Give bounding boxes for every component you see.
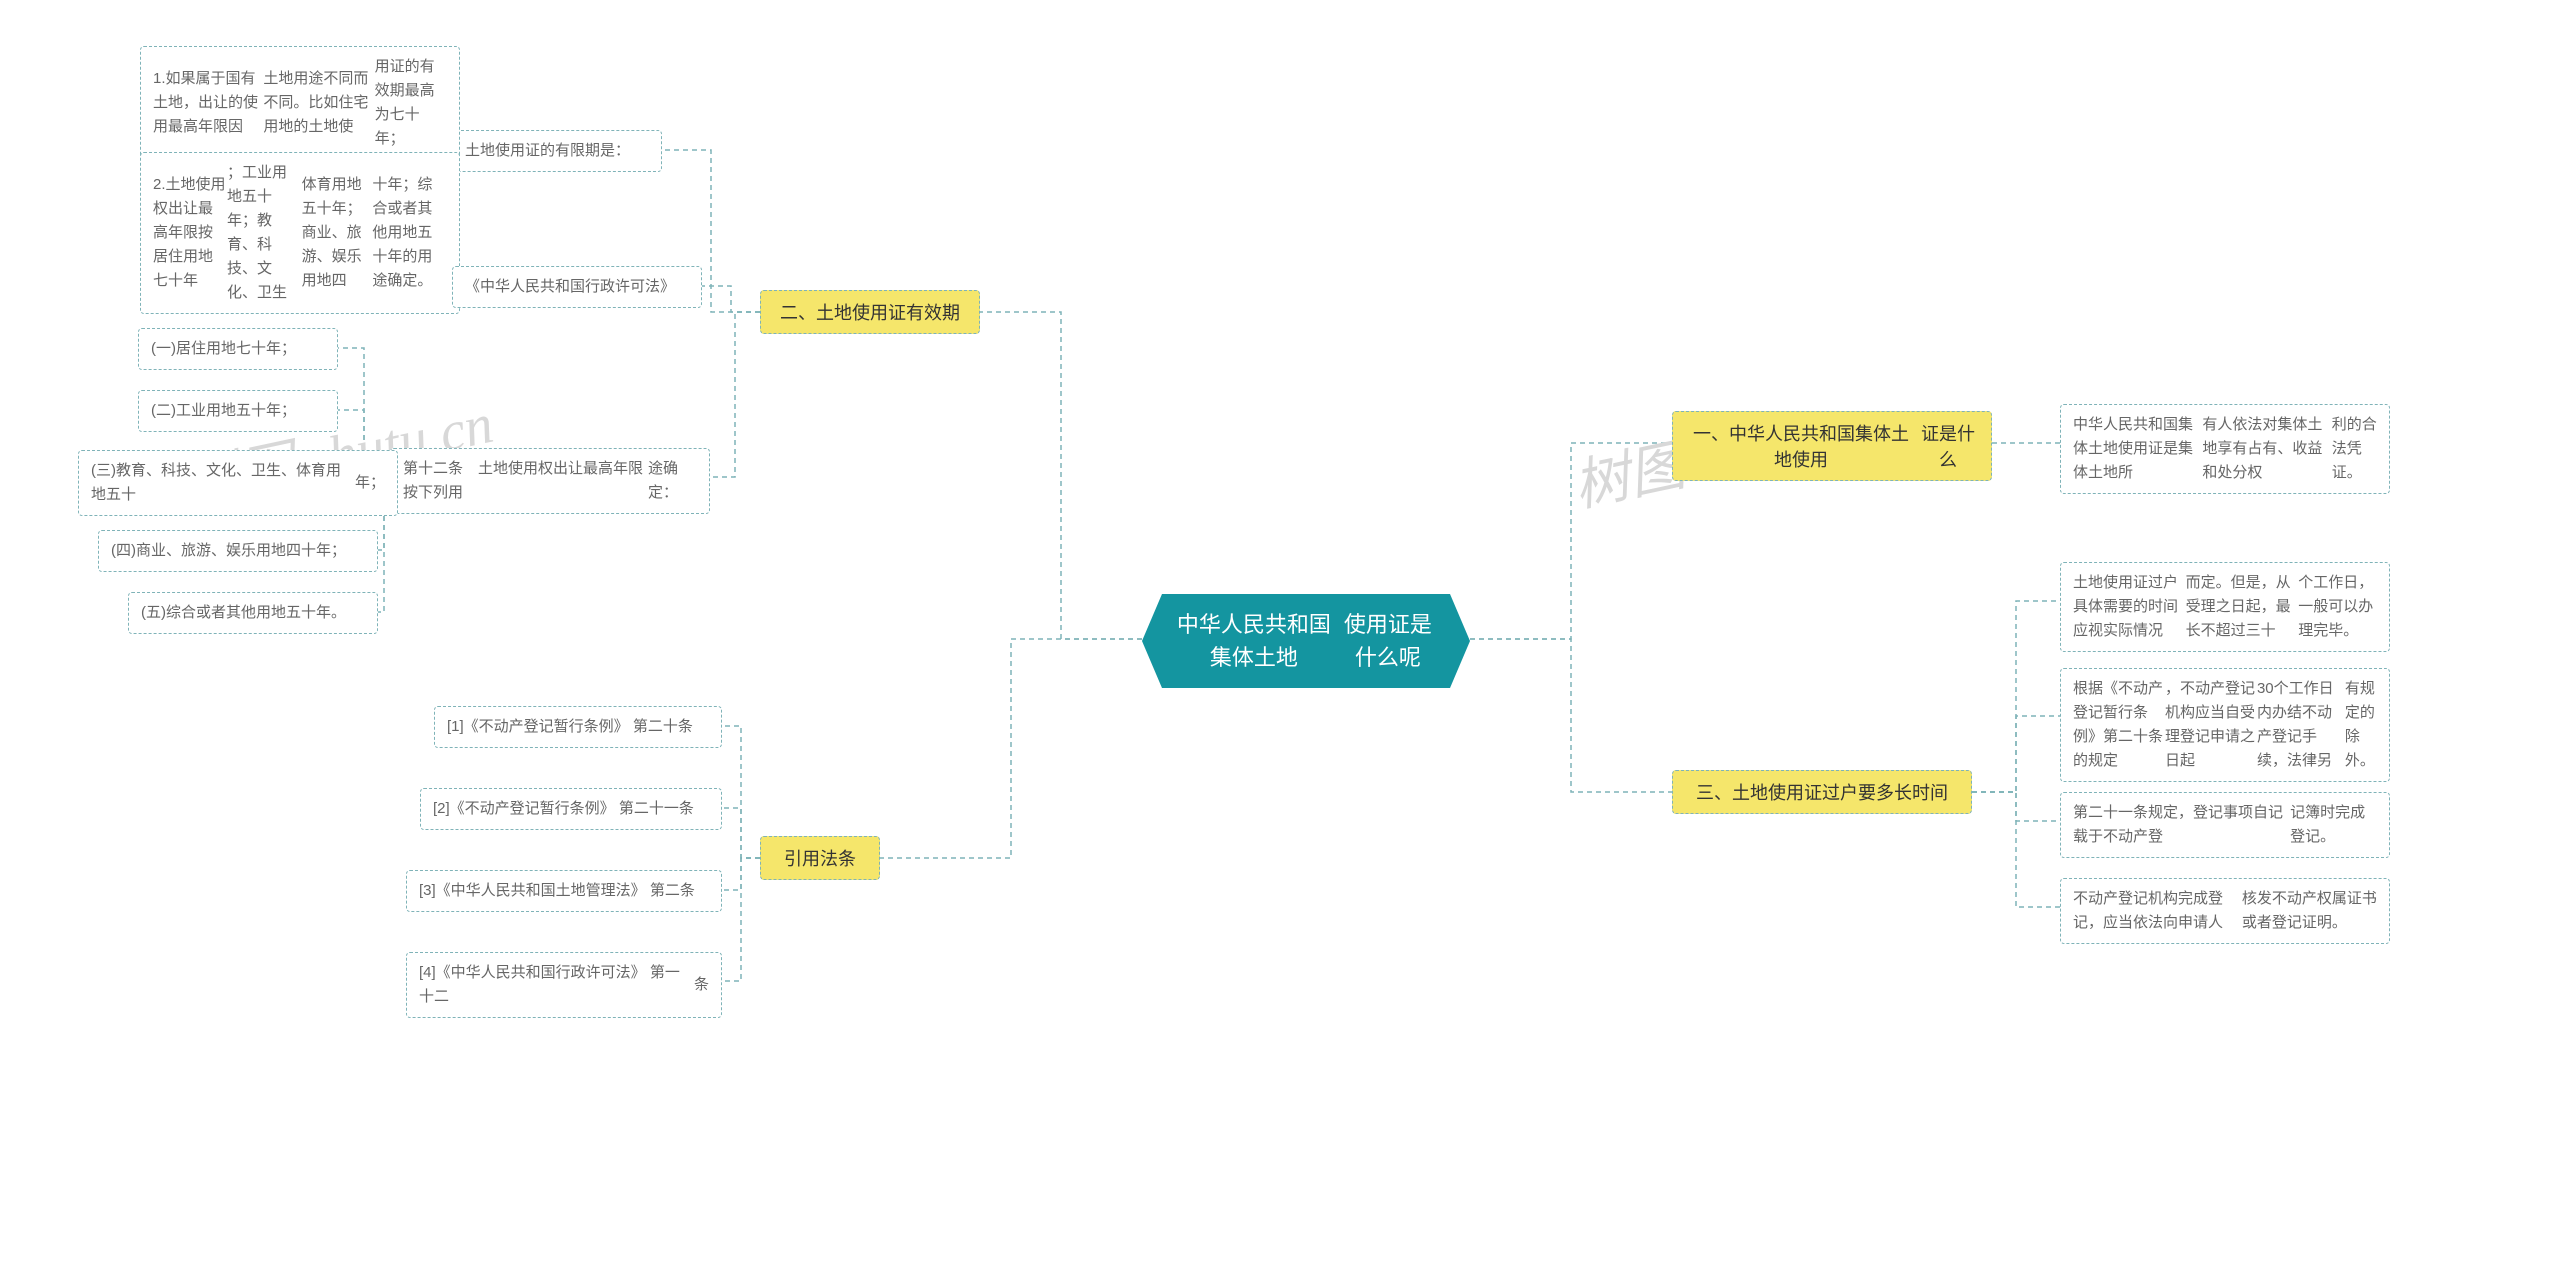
- edge-l4-l4d: [722, 858, 760, 981]
- edge-root-l4: [880, 639, 1142, 858]
- node-r3b: 根据《不动产登记暂行条例》第二十条的规定，不动产登记机构应当自受理登记申请之日起…: [2060, 668, 2390, 782]
- edge-l4-l4b: [722, 808, 760, 858]
- edge-r3-r3d: [1972, 792, 2060, 907]
- node-l4b: [2]《不动产登记暂行条例》 第二十一条: [420, 788, 722, 830]
- node-l2a1: 1.如果属于国有土地，出让的使用最高年限因土地用途不同而不同。比如住宅用地的土地…: [140, 46, 460, 160]
- edge-r3-r3b: [1972, 716, 2060, 792]
- node-l4c: [3]《中华人民共和国土地管理法》 第二条: [406, 870, 722, 912]
- node-l2[interactable]: 二、土地使用证有效期: [760, 290, 980, 334]
- node-l2c: 第十二条 土地使用权出让最高年限按下列用途确定：: [390, 448, 710, 514]
- node-l2a: 土地使用证的有限期是：: [452, 130, 662, 172]
- node-l4a: [1]《不动产登记暂行条例》 第二十条: [434, 706, 722, 748]
- edge-root-r1: [1470, 443, 1672, 639]
- node-l4[interactable]: 引用法条: [760, 836, 880, 880]
- edge-r3-r3a: [1972, 601, 2060, 792]
- edge-root-l2: [980, 312, 1142, 639]
- node-r1a: 中华人民共和国集体土地使用证是集体土地所有人依法对集体土地享有占有、收益和处分权…: [2060, 404, 2390, 494]
- edge-l4-l4c: [722, 858, 760, 890]
- node-l2a2: 2.土地使用权出让最高年限按居住用地七十年；工业用地五十年；教育、科技、文化、卫…: [140, 152, 460, 314]
- node-l2b: 《中华人民共和国行政许可法》: [452, 266, 702, 308]
- node-root[interactable]: 中华人民共和国集体土地使用证是什么呢: [1142, 594, 1470, 688]
- edge-l2-l2c: [710, 312, 760, 477]
- node-l4d: [4]《中华人民共和国行政许可法》 第一十二条: [406, 952, 722, 1018]
- edge-root-r3: [1470, 639, 1672, 792]
- node-r3c: 第二十一条规定，登记事项自记载于不动产登记簿时完成登记。: [2060, 792, 2390, 858]
- edge-r3-r3c: [1972, 792, 2060, 821]
- node-r3a: 土地使用证过户具体需要的时间应视实际情况而定。但是，从受理之日起，最长不超过三十…: [2060, 562, 2390, 652]
- node-r3d: 不动产登记机构完成登记，应当依法向申请人核发不动产权属证书或者登记证明。: [2060, 878, 2390, 944]
- node-r1[interactable]: 一、中华人民共和国集体土地使用证是什么: [1672, 411, 1992, 481]
- node-r3[interactable]: 三、土地使用证过户要多长时间: [1672, 770, 1972, 814]
- node-l2c4: (四)商业、旅游、娱乐用地四十年；: [98, 530, 378, 572]
- node-l2c2: (二)工业用地五十年；: [138, 390, 338, 432]
- edge-l2-l2b: [702, 286, 760, 312]
- edge-l4-l4a: [722, 726, 760, 858]
- node-l2c5: (五)综合或者其他用地五十年。: [128, 592, 378, 634]
- node-l2c1: (一)居住用地七十年；: [138, 328, 338, 370]
- node-l2c3: (三)教育、科技、文化、卫生、体育用地五十年；: [78, 450, 398, 516]
